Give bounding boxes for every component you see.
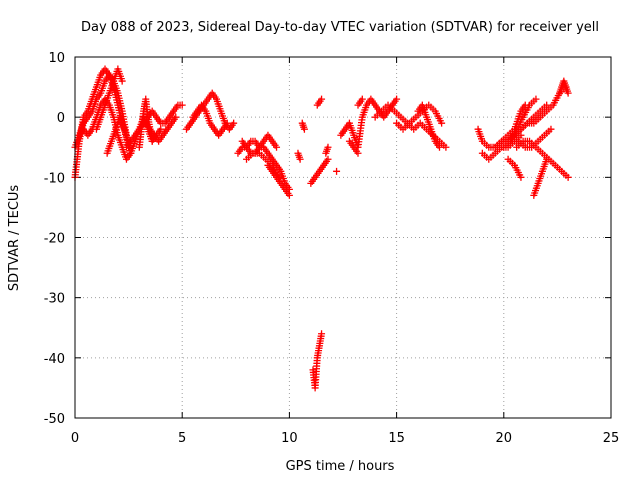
data-point	[564, 173, 572, 181]
data-point	[273, 143, 281, 151]
data-point	[172, 113, 180, 121]
plot-frame	[74, 56, 612, 419]
data-point	[438, 119, 446, 127]
data-point	[564, 89, 572, 97]
data-point	[324, 155, 332, 163]
data-point	[285, 191, 293, 199]
data-point	[230, 119, 238, 127]
y-tick-label: 0	[57, 111, 65, 126]
data-point	[393, 95, 401, 103]
data-point	[324, 143, 332, 151]
x-tick-label: 25	[603, 431, 620, 446]
data-point	[517, 173, 525, 181]
data-point	[333, 167, 341, 175]
data-point	[300, 125, 308, 133]
data-point	[517, 131, 525, 139]
data-point	[223, 119, 231, 127]
data-point	[543, 155, 551, 163]
x-tick-label: 5	[178, 431, 186, 446]
y-tick-label: -20	[44, 232, 65, 247]
data-point	[318, 95, 326, 103]
data-point	[318, 330, 326, 338]
data-point	[547, 125, 555, 133]
data-point	[358, 95, 366, 103]
data-point	[435, 143, 443, 151]
chart-title: Day 088 of 2023, Sidereal Day-to-day VTE…	[81, 20, 599, 35]
x-tick-label: 10	[281, 431, 298, 446]
data-point	[543, 101, 551, 109]
data-points	[71, 65, 572, 392]
y-tick-label: -30	[44, 292, 65, 307]
data-point	[296, 155, 304, 163]
y-tick-label: -10	[44, 171, 65, 186]
data-point	[442, 143, 450, 151]
x-tick-label: 20	[496, 431, 513, 446]
y-tick-label: 10	[48, 51, 65, 66]
axis-ticks: 0 5 10 15 20 25 -50 -40 -30 -20 -10 0 10	[44, 51, 620, 446]
data-point	[354, 149, 362, 157]
x-tick-label: 15	[388, 431, 405, 446]
y-tick-label: -50	[44, 412, 65, 427]
data-point	[118, 77, 126, 85]
y-tick-label: -40	[44, 352, 65, 367]
data-point	[532, 95, 540, 103]
y-axis-label: SDTVAR / TECUs	[7, 185, 22, 292]
data-point	[178, 101, 186, 109]
data-point	[521, 101, 529, 109]
grid	[75, 57, 611, 418]
data-point	[157, 125, 165, 133]
x-tick-label: 0	[71, 431, 79, 446]
x-axis-label: GPS time / hours	[286, 459, 395, 474]
